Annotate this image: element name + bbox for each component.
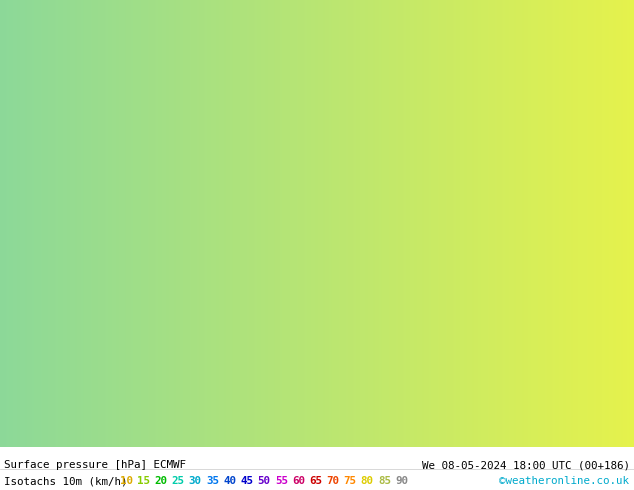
Text: 35: 35 xyxy=(206,476,219,486)
Text: 10: 10 xyxy=(120,476,133,486)
Text: We 08-05-2024 18:00 UTC (00+186): We 08-05-2024 18:00 UTC (00+186) xyxy=(422,460,630,470)
Text: 20: 20 xyxy=(155,476,167,486)
Text: 50: 50 xyxy=(257,476,271,486)
Text: Surface pressure [hPa] ECMWF: Surface pressure [hPa] ECMWF xyxy=(4,460,186,470)
Text: 70: 70 xyxy=(327,476,339,486)
Text: 40: 40 xyxy=(223,476,236,486)
Text: 65: 65 xyxy=(309,476,322,486)
Text: 90: 90 xyxy=(395,476,408,486)
Text: 85: 85 xyxy=(378,476,391,486)
Text: Isotachs 10m (km/h): Isotachs 10m (km/h) xyxy=(4,476,127,486)
Text: 45: 45 xyxy=(240,476,254,486)
Text: 25: 25 xyxy=(172,476,184,486)
Text: 75: 75 xyxy=(344,476,356,486)
Text: 60: 60 xyxy=(292,476,305,486)
Text: 80: 80 xyxy=(361,476,374,486)
Text: 15: 15 xyxy=(137,476,150,486)
Text: ©weatheronline.co.uk: ©weatheronline.co.uk xyxy=(499,476,629,486)
Text: 30: 30 xyxy=(189,476,202,486)
Text: 55: 55 xyxy=(275,476,288,486)
